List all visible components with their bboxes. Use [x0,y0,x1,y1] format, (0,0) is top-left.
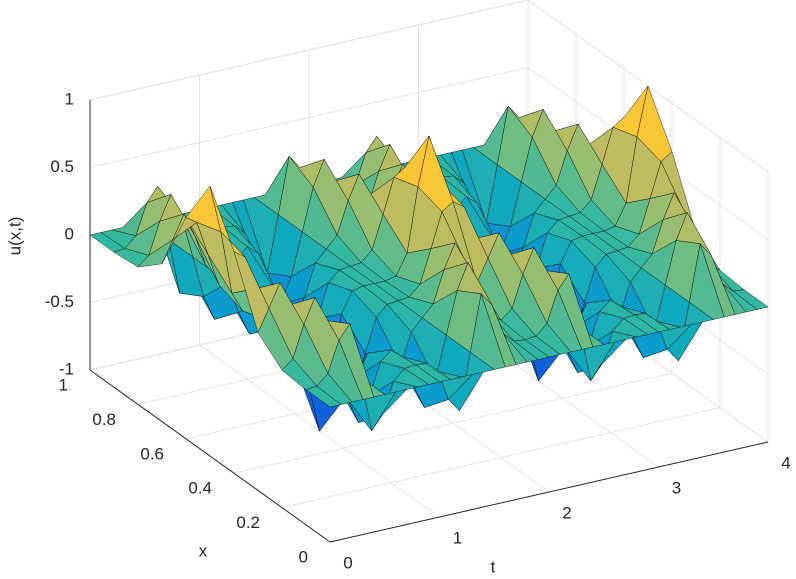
grid-line [233,372,673,474]
t-axis-line [329,441,769,543]
surface [89,85,769,432]
surface-patch [305,385,342,408]
t-axis-label: t [491,557,496,576]
t-tick-label: 0 [343,553,352,572]
t-tick-label: 2 [562,503,571,522]
x-tick-label: 0.2 [236,513,260,532]
t-tick-label: 1 [453,528,462,547]
grid-line [281,407,721,509]
z-axis-label: u(x,t) [5,217,24,256]
x-tick-label: 0.6 [140,444,164,463]
z-tick-label: 1 [65,89,74,108]
z-tick-label: -1 [59,359,74,378]
x-axis-label: x [199,541,208,560]
box-edge [89,0,529,101]
z-tick-label: 0 [65,224,74,243]
x-axis-line [89,369,331,543]
axes-labels: u(x,t) x t -1 -0.5 0 0.5 1 0 0.2 0.4 0.6 0.8 1 0 1 2 3… [5,89,790,576]
x-tick-label: 0.8 [92,410,116,429]
t-tick-label: 3 [672,478,681,497]
t-tick-label: 4 [781,453,790,472]
x-tick-label: 0.4 [188,479,212,498]
z-tick-label: -0.5 [45,292,74,311]
x-tick-label: 1 [59,375,68,394]
x-tick-label: 0 [299,547,308,566]
z-tick-label: 0.5 [50,157,74,176]
